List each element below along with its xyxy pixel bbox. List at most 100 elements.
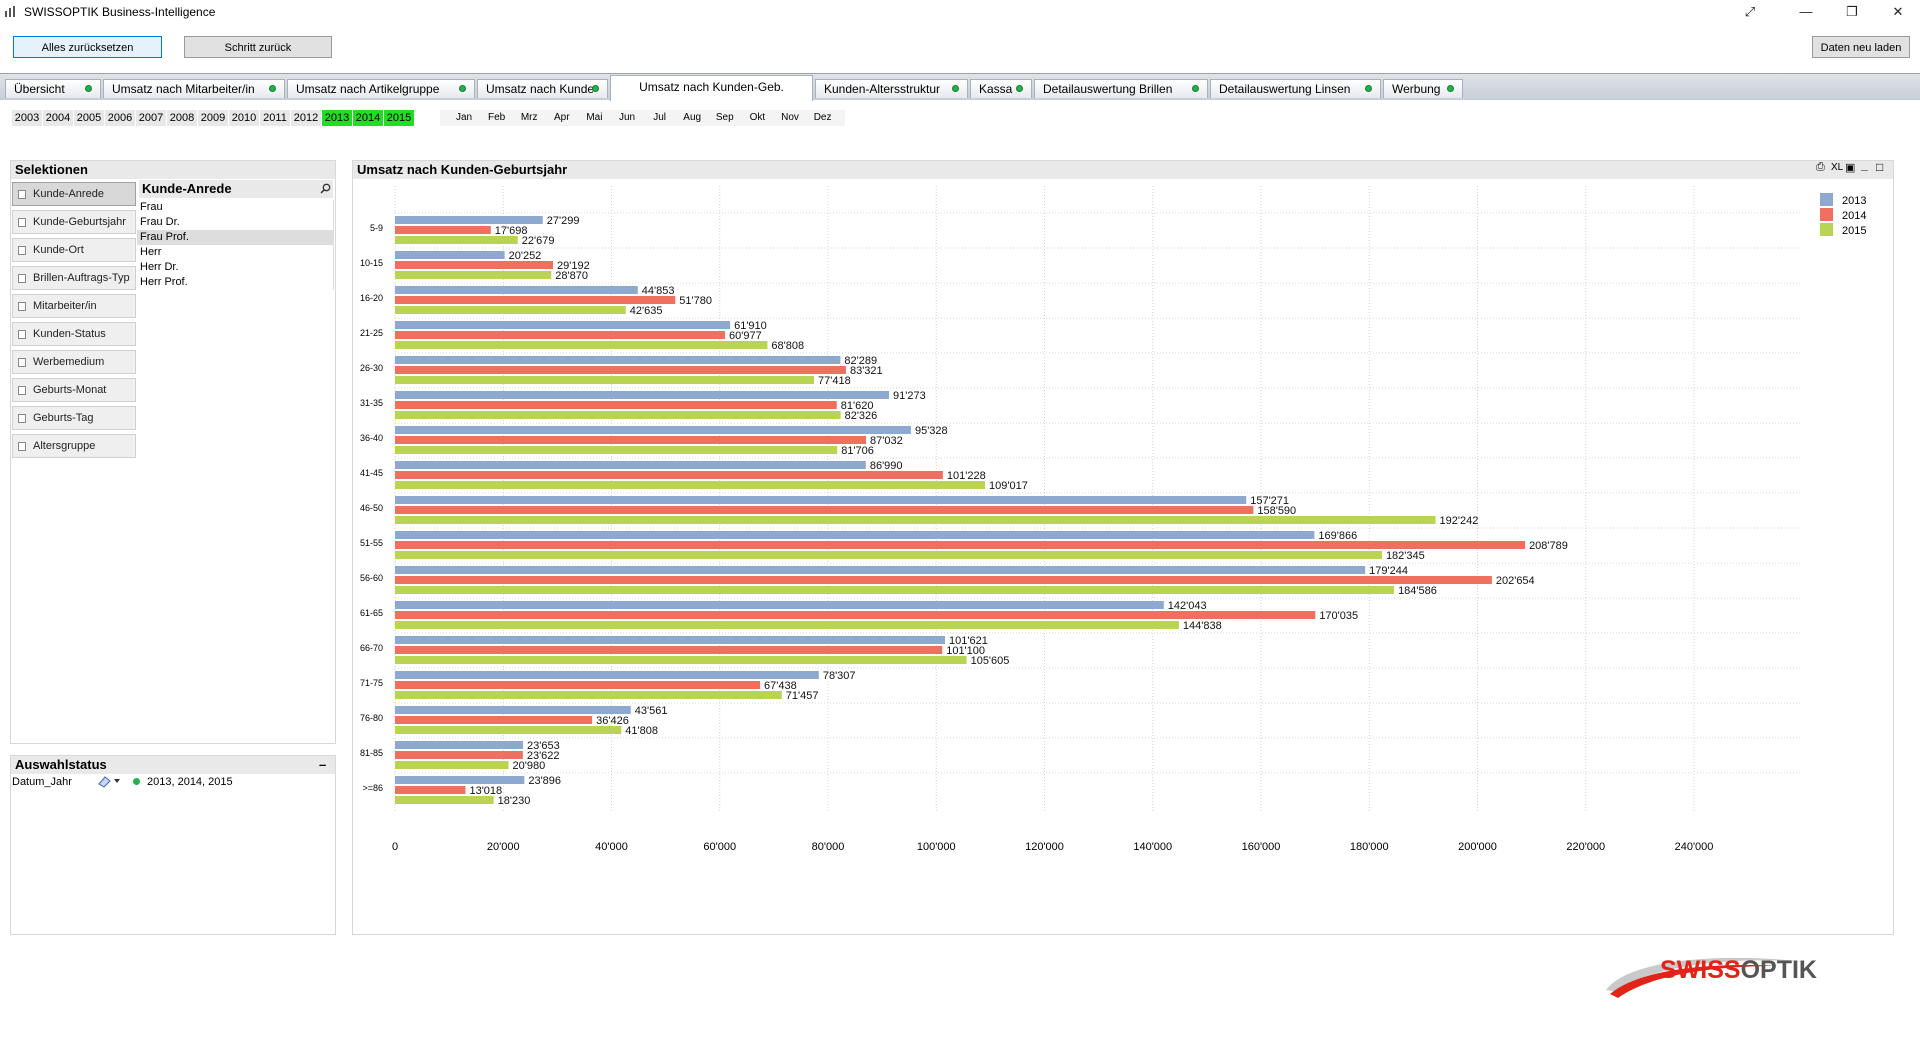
print-icon[interactable]: ⎙: [1816, 161, 1825, 173]
bar-value-label: 109'017: [989, 480, 1028, 492]
bar-2014-10-15: [395, 261, 554, 269]
listbox-item[interactable]: Herr Dr.: [140, 261, 179, 273]
month-mrz[interactable]: Mrz: [520, 112, 538, 123]
selection-button-9[interactable]: Geburts-Tag: [12, 406, 136, 430]
app-chart-icon: [5, 6, 15, 17]
month-apr[interactable]: Apr: [554, 112, 570, 123]
x-tick-label: 40'000: [595, 841, 628, 853]
maximize-chart-icon[interactable]: □: [1876, 160, 1884, 174]
listbox-item[interactable]: Frau Dr.: [140, 216, 180, 228]
search-icon[interactable]: [320, 183, 331, 194]
y-category-label: 36-40: [360, 433, 383, 443]
month-jan[interactable]: Jan: [455, 112, 473, 123]
bar-2013->=86: [395, 776, 525, 784]
minimize-panel-icon[interactable]: –: [319, 757, 327, 772]
year-2012[interactable]: 2012: [291, 110, 322, 126]
listbox-item[interactable]: Frau: [140, 201, 163, 213]
selection-button-1[interactable]: Kunde-Anrede: [12, 182, 136, 206]
selection-button-5[interactable]: Mitarbeiter/in: [12, 294, 136, 318]
listbox-icon: [18, 218, 26, 227]
month-dez[interactable]: Dez: [813, 112, 832, 123]
listbox-item[interactable]: Herr: [140, 246, 162, 258]
selection-button-7[interactable]: Werbemedium: [12, 350, 136, 374]
x-tick-label: 120'000: [1025, 841, 1064, 853]
year-2011[interactable]: 2011: [260, 110, 291, 126]
year-2009[interactable]: 2009: [198, 110, 229, 126]
listbox-item[interactable]: Herr Prof.: [140, 276, 188, 288]
year-2006[interactable]: 2006: [105, 110, 136, 126]
x-tick-label: 200'000: [1458, 841, 1497, 853]
month-jul[interactable]: Jul: [653, 112, 666, 123]
bar-2015-21-25: [395, 341, 768, 349]
maximize-button[interactable]: ❐: [1846, 4, 1858, 19]
tab-10[interactable]: Werbung: [1383, 79, 1463, 98]
year-2007[interactable]: 2007: [136, 110, 167, 126]
close-button[interactable]: ✕: [1892, 4, 1904, 19]
year-2010[interactable]: 2010: [229, 110, 260, 126]
tab-8[interactable]: Detailauswertung Brillen: [1034, 79, 1208, 98]
year-2015[interactable]: 2015: [384, 110, 415, 126]
month-okt[interactable]: Okt: [749, 112, 766, 123]
bar-2014-16-20: [395, 296, 676, 304]
month-sep[interactable]: Sep: [715, 112, 734, 123]
month-aug[interactable]: Aug: [683, 112, 702, 123]
bar-value-label: 27'299: [547, 215, 580, 227]
bar-value-label: 86'990: [870, 460, 903, 472]
bar-2013-56-60: [395, 566, 1366, 574]
year-2004[interactable]: 2004: [43, 110, 74, 126]
minimize-chart-icon[interactable]: _: [1861, 158, 1868, 172]
reset-all-button[interactable]: Alles zurücksetzen: [13, 36, 162, 58]
month-feb[interactable]: Feb: [487, 112, 506, 123]
resize-icon[interactable]: ⤢: [1744, 4, 1756, 19]
step-back-button[interactable]: Schritt zurück: [184, 36, 332, 58]
kunde-anrede-listbox[interactable]: Frau Frau Dr. Frau Prof. Herr Herr Dr. Herr P…: [137, 200, 334, 290]
selection-status-panel: Auswahlstatus: [10, 755, 336, 935]
month-nov[interactable]: Nov: [781, 112, 799, 123]
bar-value-label: 20'252: [509, 250, 542, 262]
minimize-button[interactable]: —: [1799, 4, 1813, 19]
year-2013[interactable]: 2013: [322, 110, 353, 126]
month-jun[interactable]: Jun: [618, 112, 636, 123]
selection-button-10[interactable]: Altersgruppe: [12, 434, 136, 458]
selection-button-6[interactable]: Kunden-Status: [12, 322, 136, 346]
bar-2013-5-9: [395, 216, 543, 224]
status-title: Auswahlstatus: [11, 756, 335, 774]
selection-button-2[interactable]: Kunde-Geburtsjahr: [12, 210, 136, 234]
x-tick-label: 240'000: [1675, 841, 1714, 853]
tab-6[interactable]: Kunden-Altersstruktur: [815, 79, 968, 98]
year-2005[interactable]: 2005: [74, 110, 105, 126]
selection-button-8[interactable]: Geburts-Monat: [12, 378, 136, 402]
bar-value-label: 28'870: [555, 270, 588, 282]
bar-2013-66-70: [395, 636, 946, 644]
tab-9[interactable]: Detailauswertung Linsen: [1210, 79, 1381, 98]
eraser-dropdown-icon[interactable]: [96, 774, 124, 788]
tab-3[interactable]: Umsatz nach Artikelgruppe: [287, 79, 475, 98]
selection-button-4[interactable]: Brillen-Auftrags-Typ: [12, 266, 136, 290]
bar-value-label: 87'032: [870, 435, 903, 447]
bar-2014-66-70: [395, 646, 943, 654]
copy-icon[interactable]: ▣: [1845, 162, 1856, 174]
tab-2[interactable]: Umsatz nach Mitarbeiter/in: [103, 79, 285, 98]
title-bar: [0, 0, 1920, 24]
year-2014[interactable]: 2014: [353, 110, 384, 126]
listbox-title: Kunde-Anrede: [139, 180, 333, 198]
year-2003[interactable]: 2003: [12, 110, 43, 126]
bar-value-label: 91'273: [893, 390, 926, 402]
tab-1[interactable]: Übersicht: [5, 79, 101, 98]
tab-status-dot-icon: [1016, 85, 1023, 92]
listbox-icon: [18, 414, 26, 423]
month-mai[interactable]: Mai: [586, 112, 603, 123]
selection-button-3[interactable]: Kunde-Ort: [12, 238, 136, 262]
month-filter: [440, 110, 845, 126]
tab-4[interactable]: Umsatz nach Kunde: [477, 79, 608, 98]
tab-7[interactable]: Kassa: [970, 79, 1032, 98]
listbox-item[interactable]: Frau Prof.: [137, 230, 333, 245]
bar-value-label: 158'590: [1257, 505, 1296, 517]
year-2008[interactable]: 2008: [167, 110, 198, 126]
y-category-label: 66-70: [360, 643, 383, 653]
reload-data-button[interactable]: Daten neu laden: [1812, 36, 1910, 58]
tab-5[interactable]: Umsatz nach Kunden-Geb.: [610, 75, 813, 101]
excel-export-icon[interactable]: XL: [1831, 162, 1844, 173]
bar-2013-46-50: [395, 496, 1247, 504]
listbox-icon: [18, 190, 26, 199]
